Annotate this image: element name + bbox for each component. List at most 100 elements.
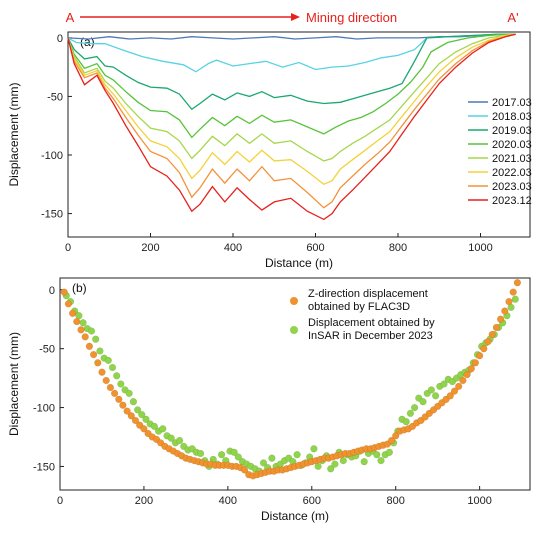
scatter-point: [113, 372, 121, 380]
scatter-point: [96, 347, 104, 355]
y-tick-label: 0: [57, 33, 63, 45]
series-line-2023.12: [67, 33, 516, 221]
x-tick-label: 600: [303, 495, 321, 507]
panel-label: (b): [72, 281, 87, 295]
x-tick-label: 400: [224, 242, 242, 254]
scatter-point: [125, 389, 133, 398]
x-tick-label: 200: [141, 242, 159, 254]
scatter-point: [196, 449, 205, 458]
scatter-point: [92, 335, 100, 343]
scatter-point: [373, 451, 381, 459]
scatter-point: [377, 456, 385, 465]
scatter-point: [89, 350, 98, 359]
series-line-2019.03: [67, 33, 516, 111]
scatter-point: [475, 352, 484, 360]
x-tick-label: 400: [219, 495, 237, 507]
scatter-point: [175, 436, 184, 445]
scatter-point: [230, 448, 238, 456]
x-tick-label: 800: [387, 495, 405, 507]
scatter-point: [234, 453, 242, 461]
y-tick-label: -150: [33, 461, 55, 473]
scatter-point: [73, 317, 81, 326]
scatter-point: [108, 363, 117, 372]
y-tick-label: -50: [47, 91, 63, 103]
mining-arrow-head-icon: [291, 13, 300, 21]
scatter-point: [127, 412, 135, 420]
scatter-point: [511, 295, 519, 303]
scatter-point: [115, 395, 123, 403]
x-tick-label: 200: [135, 495, 153, 507]
series-line-2023.03: [67, 33, 516, 209]
scatter-point: [98, 368, 106, 376]
scatter-point: [331, 460, 339, 468]
series-line-2022.03: [67, 33, 516, 186]
plot-frame: [67, 31, 531, 238]
scatter-point: [140, 425, 148, 433]
mining-direction-label: Mining direction: [306, 10, 397, 25]
scatter-point: [406, 409, 415, 418]
legend-label: 2020.03: [492, 139, 532, 151]
scatter-point: [68, 309, 77, 317]
legend-label: 2019.03: [492, 125, 532, 137]
scatter-point: [85, 342, 94, 350]
scatter-point: [159, 425, 167, 433]
legend-label: 2023.03: [492, 181, 532, 193]
scatter-point: [484, 337, 492, 346]
legend-marker: [290, 326, 298, 334]
scatter-point: [150, 422, 159, 431]
scatter-point: [509, 288, 517, 296]
scatter-point: [467, 365, 475, 373]
x-axis-title: Distance (m): [261, 509, 329, 523]
scatter-point: [77, 326, 85, 334]
legend-marker: [290, 297, 298, 305]
scatter-point: [471, 359, 480, 367]
scatter-point: [268, 454, 276, 462]
y-axis-title: Displacement (mm): [7, 82, 21, 186]
scatter-point: [123, 407, 131, 415]
scatter-point: [501, 307, 509, 315]
y-tick-label: -100: [33, 403, 55, 415]
scatter-point: [431, 392, 440, 400]
scatter-point: [496, 315, 505, 323]
scatter-point: [327, 465, 335, 473]
scatter-point: [110, 389, 119, 398]
scatter-point: [240, 466, 249, 474]
scatter-point: [446, 392, 454, 400]
scatter-point: [81, 333, 89, 341]
scatter-point: [385, 448, 394, 456]
x-tick-label: 800: [389, 242, 407, 254]
scatter-point: [410, 403, 419, 412]
scatter-point: [217, 451, 226, 459]
legend-label: 2022.03: [492, 167, 532, 179]
x-tick-label: 1000: [468, 242, 492, 254]
scatter-point: [138, 410, 146, 419]
panel-label: (a): [80, 35, 95, 49]
scatter-point: [104, 356, 112, 365]
scatter-point: [419, 398, 427, 406]
scatter-point: [492, 323, 501, 332]
scatter-point: [106, 383, 115, 392]
series-line-2020.03: [67, 33, 516, 139]
scatter-point: [117, 380, 125, 388]
section-end-label: A': [507, 10, 518, 25]
scatter-point: [455, 382, 463, 391]
scatter-point: [463, 370, 471, 379]
panel-b-scatter-chart: 0 200 400 600 800 1000 0 -50 -100 -150 Distance (m…: [7, 277, 531, 523]
section-start-label: A: [66, 10, 75, 25]
scatter-point: [259, 459, 268, 467]
legend-label: Displacement obtained by InSAR in Decembe…: [308, 317, 435, 342]
panel-a-line-chart: 0 200 400 600 800 1000 0 -50 -100 -150 Distance (m…: [7, 10, 532, 270]
x-tick-label: 1000: [467, 495, 491, 507]
legend-label: 2017.03: [492, 97, 532, 109]
y-tick-label: -150: [41, 209, 63, 221]
y-tick-label: -100: [41, 150, 63, 162]
scatter-point: [459, 376, 467, 385]
scatter-point: [310, 445, 318, 453]
scatter-point: [102, 376, 110, 385]
scatter-point: [293, 451, 301, 459]
scatter-point: [513, 279, 522, 287]
plot-frame: [59, 277, 531, 491]
scatter-point: [402, 418, 410, 426]
x-axis-title: Distance (m): [265, 256, 333, 270]
